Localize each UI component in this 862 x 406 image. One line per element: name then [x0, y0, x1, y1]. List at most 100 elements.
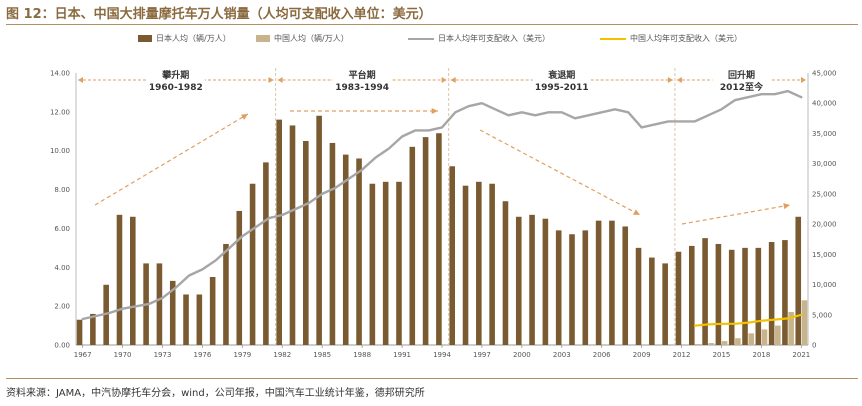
trend-arrow-decline	[479, 129, 641, 216]
bar-japan	[555, 230, 562, 345]
bar-japan	[768, 242, 775, 345]
right-axis-tick-label: 25,000	[812, 190, 837, 198]
bar-japan	[209, 277, 216, 345]
phase-span-arrow-left	[676, 77, 682, 83]
legend-label-japan-income: 日本人均年可支配收入（美元）	[438, 34, 550, 43]
chart-canvas: 0.00 2.00 4.00 6.00 8.00 10.00 12.00 14.00 0 5,00…	[50, 68, 837, 359]
bar-china	[748, 333, 754, 345]
x-axis-tick-label: 2015	[713, 351, 731, 359]
trend-arrow-plateau-head	[431, 107, 438, 115]
phase-period: 2012至今	[720, 81, 764, 93]
bar-japan	[795, 216, 802, 345]
bar-china	[695, 344, 701, 345]
right-axis-tick-label: 5,000	[812, 311, 832, 319]
bar-japan	[369, 183, 376, 345]
bar-japan	[329, 142, 336, 345]
bar-japan	[449, 166, 456, 345]
bar-japan	[688, 245, 695, 345]
bar-japan	[569, 234, 575, 345]
bar-japan	[715, 243, 722, 345]
x-axis-tick-label: 1994	[433, 351, 451, 359]
x-axis-tick-label: 1979	[233, 351, 251, 359]
trend-arrow-decline-head	[633, 209, 640, 215]
phase-period: 1960-1982	[149, 83, 203, 93]
bar-japan	[289, 125, 296, 345]
bar-japan	[476, 181, 482, 345]
x-axis-tick-label: 1988	[353, 351, 371, 359]
bar-japan	[76, 319, 83, 345]
bar-japan	[662, 263, 668, 345]
x-axis-tick-label: 2000	[513, 351, 531, 359]
phase-name: 攀升期	[161, 69, 189, 81]
bar-japan	[515, 216, 522, 345]
bar-japan	[502, 201, 509, 345]
bar-japan	[582, 230, 589, 345]
x-axis-tick-label: 1985	[313, 351, 331, 359]
bar-japan	[196, 294, 203, 345]
x-axis-tick-label: 2006	[593, 351, 611, 359]
trend-arrow-recovery-head	[783, 203, 790, 210]
bar-japan	[462, 185, 469, 345]
bar-china	[801, 300, 808, 345]
legend-label-japan-bar: 日本人均（辆/万人）	[156, 34, 231, 43]
bar-japan	[755, 247, 762, 345]
bar-japan	[782, 240, 788, 345]
trend-arrow-recovery	[681, 204, 791, 225]
legend-item-china-bar: 中国人均（辆/万人）	[256, 33, 349, 44]
left-axis-tick-label: 2.00	[54, 303, 70, 311]
bar-japan	[422, 137, 429, 345]
right-axis-tick-label: 10,000	[812, 281, 837, 289]
right-axis-tick-label: 20,000	[812, 221, 837, 229]
phase-label-bg	[712, 70, 771, 92]
left-axis-tick-label: 6.00	[54, 225, 70, 233]
phase-period: 1983-1994	[335, 83, 389, 93]
phase-span-arrow-left	[78, 77, 83, 83]
title-rule	[6, 24, 858, 25]
bar-china	[775, 325, 781, 345]
bar-japan	[595, 220, 602, 345]
left-axis-tick-label: 8.00	[54, 186, 70, 194]
right-axis-tick-label: 30,000	[812, 160, 837, 168]
phase-period: 1995-2011	[535, 83, 589, 93]
left-axis-tick-label: 10.00	[50, 147, 70, 155]
x-axis-tick-label: 2021	[792, 351, 810, 359]
chart-title: 图 12：日本、中国大排量摩托车万人销量（人均可支配收入单位：美元）	[6, 7, 432, 22]
x-axis-tick-label: 1976	[194, 351, 212, 359]
bar-japan	[649, 257, 655, 345]
bar-japan	[529, 214, 535, 345]
bar-japan	[728, 249, 735, 345]
bar-japan	[236, 210, 243, 345]
bar-japan	[263, 162, 269, 345]
bar-japan	[542, 218, 549, 345]
legend: 日本人均（辆/万人） 中国人均（辆/万人） 日本人均年可支配收入（美元） 中国人…	[138, 33, 778, 49]
x-axis-tick-label: 1982	[273, 351, 291, 359]
bar-japan	[130, 216, 136, 345]
legend-label-china-income: 中国人均年可支配收入（美元）	[630, 34, 742, 43]
x-axis-tick-label: 1973	[154, 351, 172, 359]
line-china-income	[693, 313, 803, 327]
source-note: 资料来源：JAMA，中汽协摩托车分会，wind，公司年报，中国汽车工业统计年鉴，…	[6, 388, 425, 399]
bar-japan	[303, 141, 309, 345]
bar-japan	[742, 247, 748, 345]
phase-name: 回升期	[728, 69, 755, 81]
phase-label-bg	[146, 70, 205, 92]
phase-span-arrow-right	[667, 77, 673, 83]
bar-china	[788, 311, 794, 345]
right-axis-tick-label: 35,000	[812, 130, 837, 138]
right-axis-tick-label: 45,000	[812, 70, 837, 78]
x-axis-tick-label: 1991	[393, 351, 411, 359]
bar-japan	[622, 226, 629, 345]
trend-arrow-rise-head	[241, 114, 248, 120]
bar-japan	[702, 238, 708, 345]
phase-label-bg	[532, 70, 591, 92]
bar-japan	[316, 115, 322, 345]
left-axis-tick-label: 14.00	[50, 70, 70, 78]
x-axis-tick-label: 2018	[753, 351, 771, 359]
bar-japan	[396, 181, 402, 345]
bar-japan	[436, 133, 442, 345]
legend-item-china-income: 中国人均年可支配收入（美元）	[600, 33, 742, 44]
bar-japan	[116, 214, 123, 345]
x-axis-tick-label: 1997	[473, 351, 491, 359]
bar-japan	[249, 183, 256, 345]
x-axis-tick-label: 1967	[74, 351, 92, 359]
